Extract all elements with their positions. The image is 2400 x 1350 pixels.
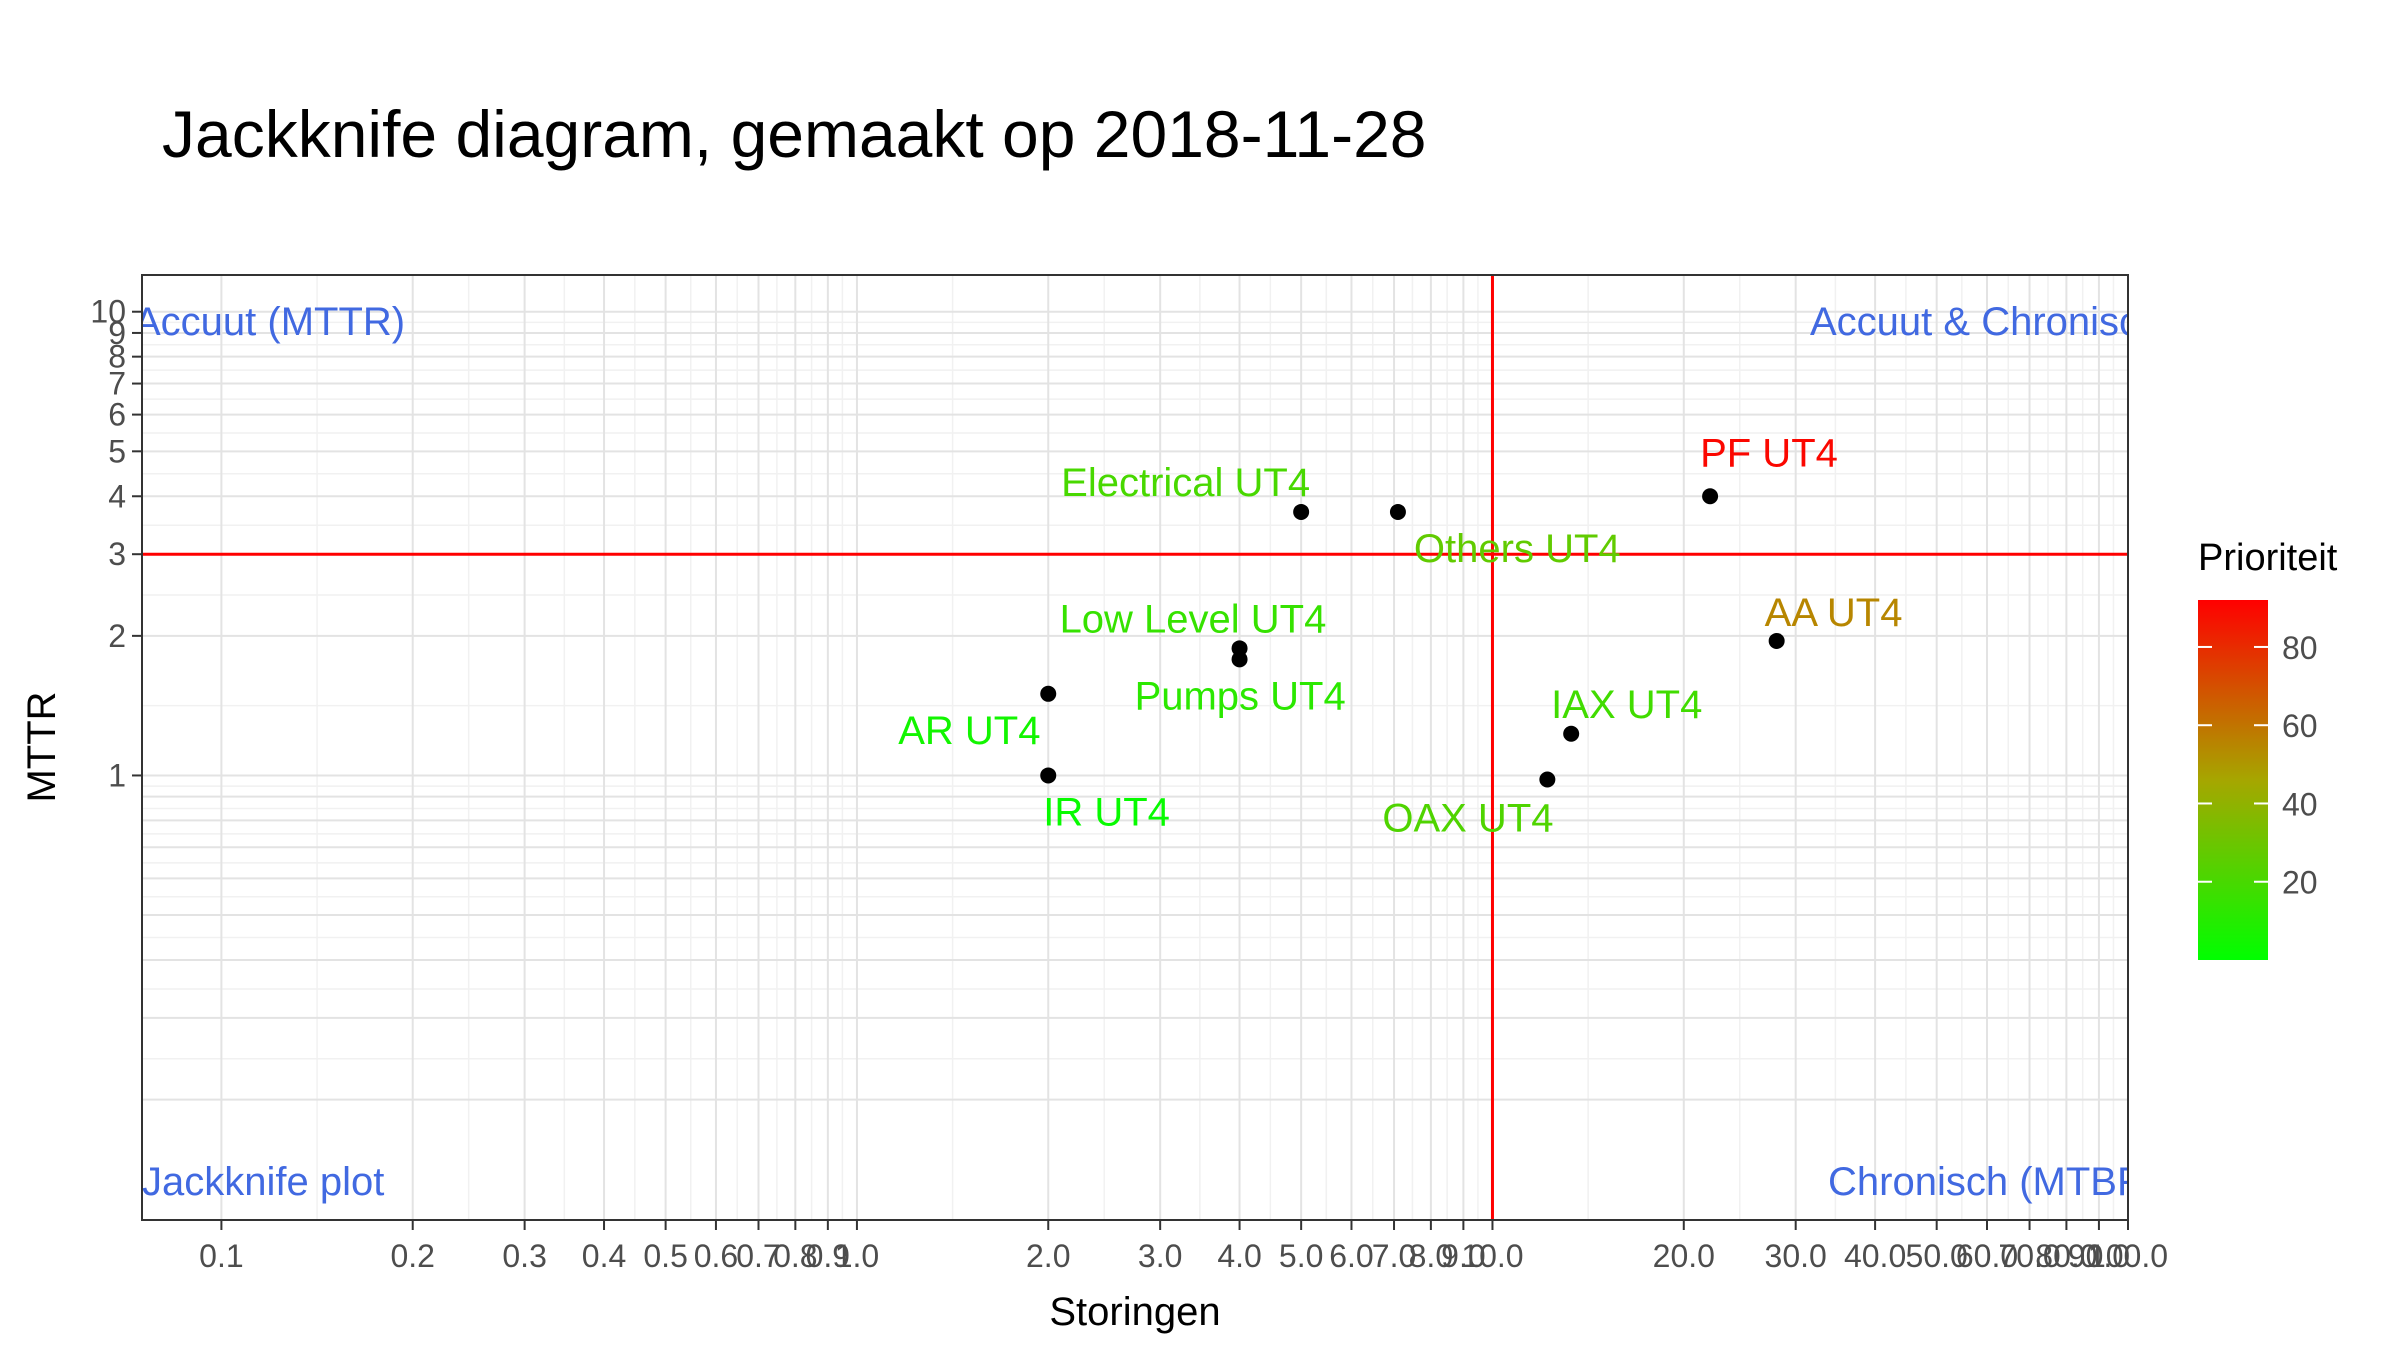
x-tick-label: 0.8 <box>773 1238 817 1274</box>
quadrant-label-bottom-right: Chronisch (MTBF) <box>1828 1160 2155 1204</box>
plot-background <box>142 275 2128 1220</box>
x-tick-label: 80.0 <box>2035 1238 2097 1274</box>
data-point-label: AA UT4 <box>1765 591 1903 635</box>
data-point-labels: PF UT4 AA UT4 Electrical UT4 Others UT4 Low … <box>898 431 1902 840</box>
plot-panel: Accuut (MTTR) Accuut & Chronisch Jackkni… <box>134 274 2161 1221</box>
x-tick-label: 0.5 <box>643 1238 687 1274</box>
x-tick-label: 3.0 <box>1138 1238 1182 1274</box>
data-point <box>1293 503 1310 520</box>
x-tick-label: 70.0 <box>1998 1238 2060 1274</box>
data-point <box>1389 503 1406 520</box>
y-tick-label: 6 <box>108 397 126 433</box>
quadrant-labels: Accuut (MTTR) Accuut & Chronisch Jackkni… <box>134 300 2161 1204</box>
data-point <box>1231 640 1248 657</box>
x-tick-label: 40.0 <box>1844 1238 1906 1274</box>
data-point-label: Pumps UT4 <box>1135 674 1346 718</box>
data-point-label: IAX UT4 <box>1551 683 1702 727</box>
data-point-label: AR UT4 <box>898 709 1040 753</box>
x-tick-label: 60.0 <box>1956 1238 2018 1274</box>
legend-tick-label: 20 <box>2282 865 2318 901</box>
legend-tick-label: 80 <box>2282 630 2318 666</box>
legend-tick-label: 40 <box>2282 786 2318 822</box>
y-tick-label: 9 <box>108 315 126 351</box>
y-tick-label: 7 <box>108 366 126 402</box>
x-tick-label: 10.0 <box>1461 1238 1523 1274</box>
x-tick-label: 0.3 <box>502 1238 546 1274</box>
x-tick-label: 7.0 <box>1372 1238 1416 1274</box>
x-axis-label: Storingen <box>1049 1290 1220 1334</box>
y-tick-label: 5 <box>108 433 126 469</box>
x-tick-label: 0.4 <box>582 1238 626 1274</box>
x-tick-label: 0.2 <box>390 1238 434 1274</box>
data-point <box>1040 685 1057 702</box>
x-tick-label: 9.0 <box>1441 1238 1485 1274</box>
x-tick-label: 0.6 <box>694 1238 738 1274</box>
data-point-label: Others UT4 <box>1414 527 1621 571</box>
data-point <box>1702 488 1719 505</box>
x-axis: 0.1 0.2 0.3 0.4 0.5 0.60.70.80.91.0 2.0 3.0 4.0 5… <box>199 1220 2168 1274</box>
data-point <box>1539 771 1556 788</box>
data-point <box>1768 632 1785 649</box>
data-point <box>1231 651 1248 668</box>
data-points <box>1040 488 1785 788</box>
legend-colorbar <box>2198 600 2268 960</box>
data-point <box>1563 725 1580 742</box>
x-tick-label: 30.0 <box>1765 1238 1827 1274</box>
y-tick-label: 2 <box>108 618 126 654</box>
data-point <box>1040 767 1057 784</box>
y-tick-label: 1 <box>108 757 126 793</box>
x-tick-label: 100.0 <box>2088 1238 2168 1274</box>
plot-border <box>141 274 2129 1221</box>
legend-tick-label: 60 <box>2282 708 2318 744</box>
y-axis-label: MTTR <box>20 691 64 802</box>
x-tick-label: 1.0 <box>835 1238 879 1274</box>
x-tick-label: 50.0 <box>1906 1238 1968 1274</box>
quadrant-label-top-right: Accuut & Chronisch <box>1810 300 2161 344</box>
data-point-label: OAX UT4 <box>1382 797 1553 841</box>
x-tick-label: 6.0 <box>1329 1238 1373 1274</box>
data-point-label: Electrical UT4 <box>1061 461 1310 505</box>
x-tick-label: 2.0 <box>1026 1238 1070 1274</box>
y-tick-label: 8 <box>108 339 126 375</box>
y-tick-label: 3 <box>108 536 126 572</box>
legend-title: Prioriteit <box>2198 537 2338 579</box>
grid-major-y <box>142 310 2128 1101</box>
data-point-label: Low Level UT4 <box>1060 597 1327 641</box>
y-tick-label: 4 <box>108 478 126 514</box>
chart-title: Jackknife diagram, gemaakt op 2018-11-28 <box>162 97 1427 171</box>
legend: Prioriteit 20 40 60 80 <box>2198 537 2338 960</box>
data-point-label: PF UT4 <box>1700 431 1838 475</box>
data-point-label: IR UT4 <box>1043 790 1170 834</box>
grid-major-x <box>220 275 2129 1220</box>
x-tick-label: 0.1 <box>199 1238 243 1274</box>
grid-minor-y <box>142 321 2128 1060</box>
x-tick-label: 0.7 <box>736 1238 780 1274</box>
x-tick-label: 0.9 <box>806 1238 850 1274</box>
y-tick-label: 10 <box>90 294 126 330</box>
quadrant-label-bottom-left: Jackknife plot <box>142 1160 384 1204</box>
quadrant-label-top-left: Accuut (MTTR) <box>134 300 405 344</box>
x-tick-label: 20.0 <box>1653 1238 1715 1274</box>
x-tick-label: 90.0 <box>2068 1238 2130 1274</box>
x-tick-label: 4.0 <box>1217 1238 1261 1274</box>
x-tick-label: 5.0 <box>1279 1238 1323 1274</box>
legend-ticks: 20 40 60 80 <box>2198 630 2318 901</box>
x-tick-label: 8.0 <box>1409 1238 1453 1274</box>
